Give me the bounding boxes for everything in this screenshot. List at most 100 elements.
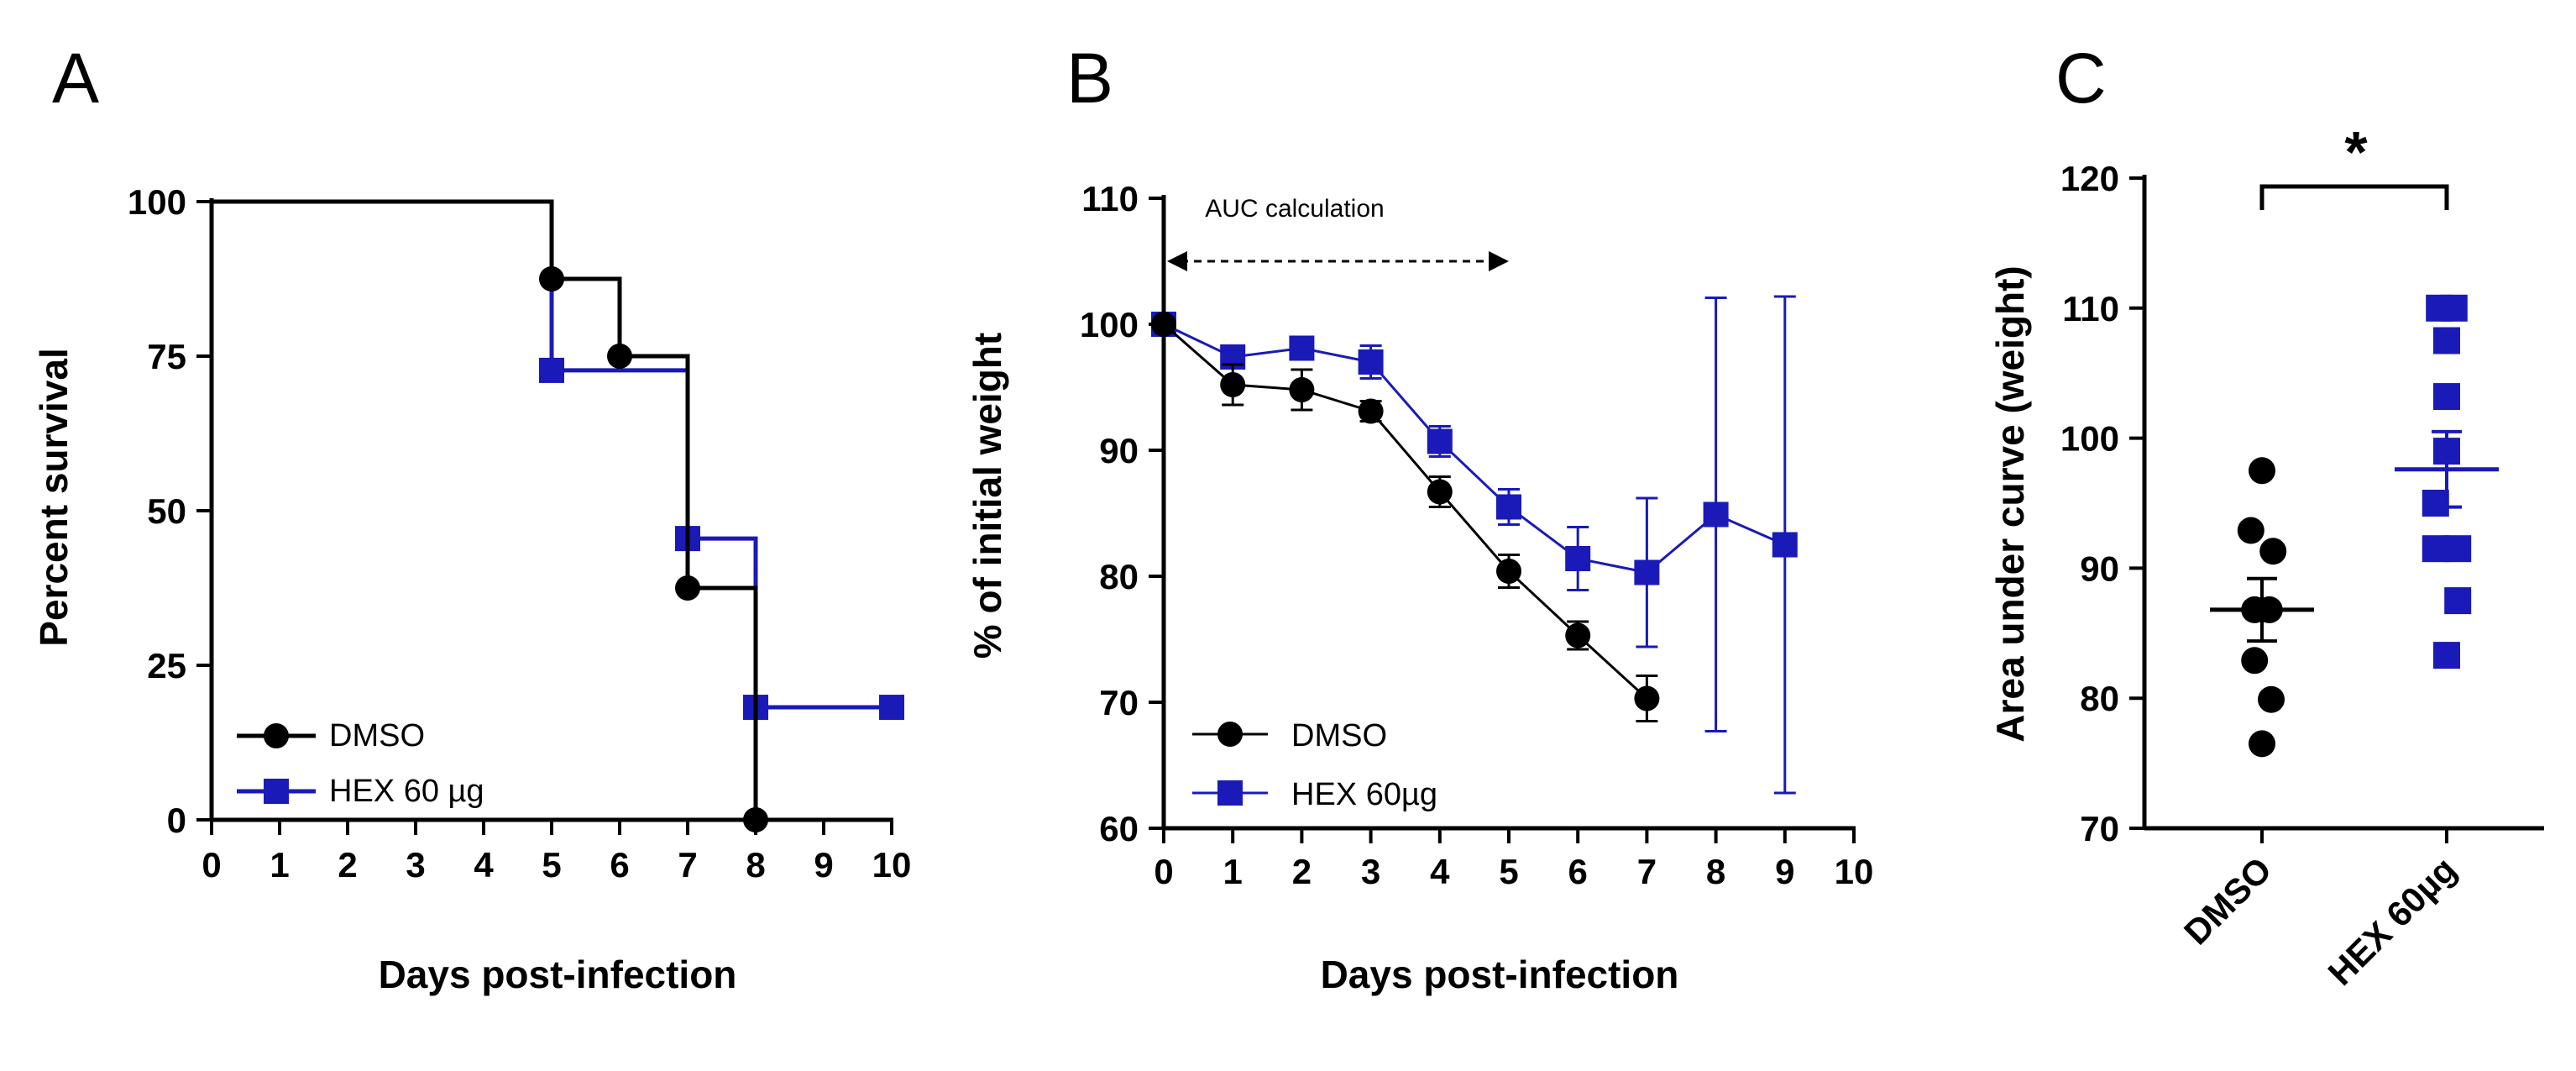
chart-b-dmso-point — [1289, 377, 1315, 402]
chart-b-hex-point — [1496, 494, 1521, 520]
chart-c-significance-bracket — [2259, 184, 2449, 210]
chart-a-dmso-point — [539, 266, 564, 291]
chart-b-y-axis-title: % of initial weight — [966, 333, 1009, 659]
chart-c-dmso-point — [2241, 647, 2269, 675]
chart-b-x-tick-label: 1 — [1223, 852, 1243, 891]
chart-b-x-tick-label: 5 — [1499, 852, 1518, 891]
chart-a-x-tick-label: 6 — [610, 845, 629, 885]
chart-a-dmso-point — [675, 575, 700, 601]
chart-b-hex-point — [1565, 546, 1591, 571]
chart-a-dmso-point — [607, 344, 632, 369]
chart-c-hex-point — [2433, 642, 2460, 669]
chart-c-hex-point — [2433, 327, 2460, 354]
chart-b-legend-marker-hex — [1217, 780, 1243, 806]
chart-a-x-tick-label: 10 — [872, 845, 912, 885]
chart-a-y-tick-label: 100 — [128, 182, 186, 222]
chart-b-dmso-point — [1565, 622, 1591, 648]
chart-c-y-tick-label: 90 — [2080, 549, 2119, 588]
chart-b-legend-marker-dmso — [1217, 722, 1243, 747]
chart-b-auc-annotation: AUC calculation — [1205, 195, 1384, 223]
chart-b-x-tick-label: 10 — [1835, 852, 1874, 891]
chart-b-dmso-point — [1634, 685, 1660, 711]
chart-a-x-axis-title: Days post-infection — [379, 953, 737, 996]
chart-b-hex-point — [1427, 428, 1453, 454]
chart-c-dmso-point — [2249, 730, 2275, 758]
chart-b-x-tick-label: 4 — [1430, 852, 1450, 891]
chart-a-x-tick-label: 5 — [542, 845, 561, 885]
chart-a-legend-marker-dmso — [264, 723, 289, 748]
chart-c-hex-point — [2444, 587, 2472, 615]
chart-c-dmso-point — [2237, 517, 2264, 544]
chart-b-hex-point — [1289, 335, 1315, 361]
chart-b-y-tick-label: 110 — [1081, 179, 1139, 218]
chart-b-dmso-point — [1496, 559, 1521, 584]
chart-b-y-tick-label: 60 — [1099, 809, 1139, 848]
chart-a-x-tick-label: 2 — [338, 845, 357, 885]
chart-a-x-tick-label: 1 — [270, 845, 289, 885]
chart-c-dmso-point — [2249, 457, 2275, 485]
chart-c-y-tick-label: 80 — [2080, 679, 2119, 718]
chart-c-x-tick-label: HEX 60µg — [2321, 849, 2464, 993]
chart-b-x-tick-label: 7 — [1637, 852, 1657, 891]
chart-a-y-tick-label: 0 — [167, 801, 186, 840]
chart-b-x-tick-label: 9 — [1775, 852, 1794, 891]
chart-b-legend-label-dmso: DMSO — [1291, 718, 1387, 753]
chart-b-legend-label-hex: HEX 60µg — [1291, 777, 1437, 812]
chart-a-hex-point — [879, 695, 904, 721]
chart-a-y-axis-title: Percent survival — [32, 348, 76, 646]
chart-a-y-tick-label: 50 — [147, 491, 186, 531]
chart-b-x-tick-label: 6 — [1568, 852, 1588, 891]
chart-a-y-tick-label: 25 — [147, 646, 186, 685]
chart-a-legend-marker-hex — [264, 779, 289, 804]
chart-c-hex-point — [2440, 294, 2468, 322]
chart-a-legend-label-dmso: DMSO — [329, 718, 425, 753]
panel-letter-b: B — [1066, 39, 1113, 118]
panel-letter-a: A — [52, 39, 99, 118]
chart-c-y-tick-label: 120 — [2060, 159, 2119, 198]
chart-b-dmso-point — [1151, 312, 1176, 337]
chart-c-y-tick-label: 110 — [2062, 289, 2119, 328]
chart-c-significance-star: * — [2344, 119, 2368, 185]
chart-b-y-tick-label: 100 — [1080, 305, 1139, 344]
chart-a-legend-label-hex: HEX 60 µg — [329, 774, 484, 809]
chart-b-y-tick-label: 70 — [1099, 683, 1139, 722]
chart-c-hex-point — [2433, 383, 2460, 411]
chart-b-hex-point — [1772, 532, 1798, 558]
chart-b-hex-point — [1703, 501, 1729, 528]
chart-a-y-tick-label: 75 — [147, 337, 186, 376]
chart-c-hex-point — [2422, 490, 2449, 517]
chart-b-dmso-point — [1358, 398, 1384, 424]
chart-c-y-tick-label: 100 — [2060, 419, 2119, 459]
chart-b-y-tick-label: 90 — [1099, 431, 1139, 470]
chart-b-x-axis-title: Days post-infection — [1321, 953, 1679, 996]
chart-a-dmso-point — [743, 807, 768, 832]
chart-c-y-axis-title: Area under curve (weight) — [1988, 265, 2032, 742]
chart-c-hex-point — [2444, 535, 2472, 563]
chart-b-series-hex-line — [1163, 323, 1786, 575]
chart-c-dmso-point — [2259, 538, 2287, 565]
chart-b-dmso-point — [1427, 479, 1453, 505]
chart-a-x-tick-label: 3 — [406, 845, 425, 885]
panel-letter-c: C — [2055, 39, 2107, 118]
chart-c-y-tick-label: 70 — [2080, 809, 2119, 848]
chart-a-x-tick-label: 8 — [746, 845, 765, 885]
chart-b-x-tick-label: 2 — [1292, 852, 1312, 891]
chart-a-x-tick-label: 7 — [678, 845, 697, 885]
chart-a-x-tick-label: 0 — [202, 845, 221, 885]
chart-b-auc-arrow-right-head — [1489, 251, 1509, 271]
chart-b-dmso-point — [1220, 372, 1246, 397]
chart-b-x-tick-label: 0 — [1154, 852, 1173, 891]
chart-a-x-tick-label: 4 — [474, 845, 494, 885]
chart-a-hex-point — [539, 357, 564, 383]
chart-a-x-tick-label: 9 — [814, 845, 833, 885]
chart-c-x-tick-label: DMSO — [2176, 849, 2279, 952]
chart-c-dmso-point — [2258, 685, 2285, 713]
chart-b-x-tick-label: 3 — [1361, 852, 1380, 891]
chart-b-hex-point — [1358, 349, 1384, 375]
chart-b-auc-arrow-left-head — [1167, 251, 1187, 271]
chart-b-y-tick-label: 80 — [1099, 557, 1139, 596]
chart-a-series-dmso-line — [212, 199, 758, 820]
chart-b-x-tick-label: 8 — [1706, 852, 1725, 891]
